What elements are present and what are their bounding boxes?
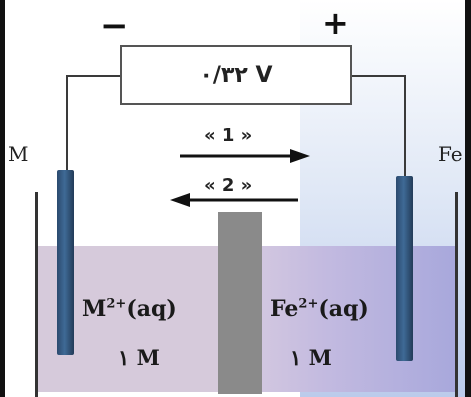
salt-bridge xyxy=(218,212,262,394)
left-frame-border xyxy=(0,0,5,397)
beaker-left-wall xyxy=(35,192,38,397)
wire-right-top xyxy=(350,75,406,77)
wire-right-down xyxy=(404,75,406,181)
wire-left-top xyxy=(66,75,122,77)
left-electrode-rod xyxy=(57,170,74,355)
right-frame-border xyxy=(465,0,471,397)
beaker-right-wall xyxy=(455,192,458,397)
arrow-2-label: « 2 » xyxy=(204,175,253,196)
arrow-1-label: « 1 » xyxy=(204,125,253,146)
voltmeter-reading: ۰/۳۲ V xyxy=(199,62,273,88)
right-ion-label: Fe2+(aq) xyxy=(270,296,369,322)
left-ion-symbol: M xyxy=(82,296,107,322)
right-solution xyxy=(229,246,455,392)
left-concentration: ۱ M xyxy=(118,345,160,370)
negative-sign: − xyxy=(100,6,129,46)
arrow-2 xyxy=(170,193,298,207)
left-electrode-label: M xyxy=(8,142,29,166)
right-ion-charge: 2+ xyxy=(298,296,319,312)
right-ion-state: (aq) xyxy=(318,296,369,322)
voltmeter: ۰/۳۲ V xyxy=(120,45,352,105)
left-ion-charge: 2+ xyxy=(106,296,127,312)
arrow-1 xyxy=(180,149,310,163)
positive-sign: + xyxy=(322,4,349,42)
right-ion-symbol: Fe xyxy=(270,296,299,322)
right-electrode-label: Fe xyxy=(438,142,463,166)
wire-left-down xyxy=(66,75,68,175)
right-electrode-rod xyxy=(396,176,413,361)
right-concentration: ۱ M xyxy=(290,345,332,370)
left-ion-label: M2+(aq) xyxy=(82,296,177,322)
left-ion-state: (aq) xyxy=(126,296,177,322)
